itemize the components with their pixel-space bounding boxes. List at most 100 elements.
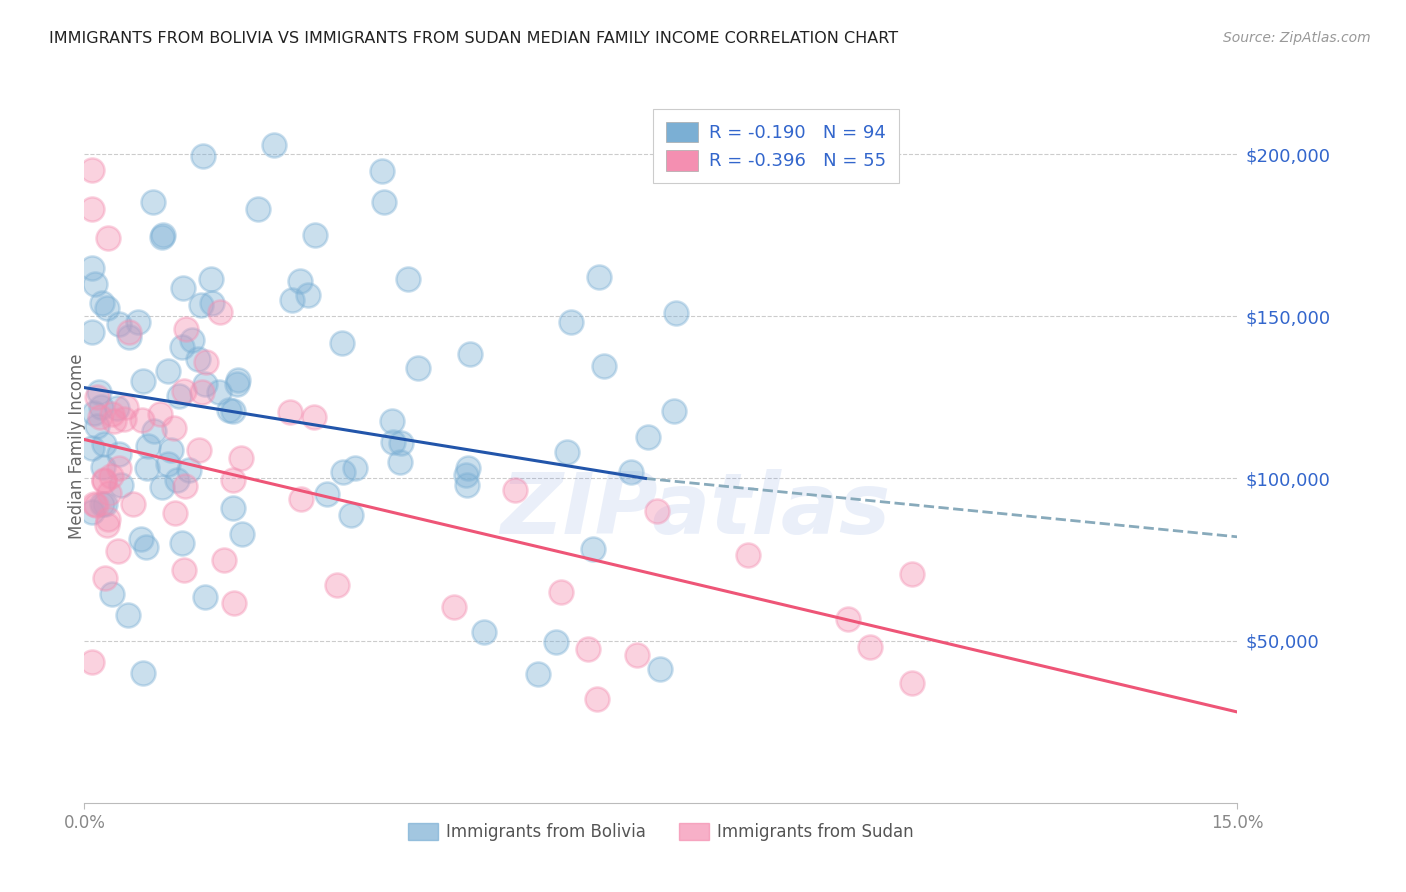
Point — [131, 665, 153, 680]
Point — [665, 306, 688, 320]
Point — [373, 194, 395, 209]
Point — [546, 634, 568, 648]
Point — [901, 675, 924, 690]
Point — [581, 542, 603, 557]
Point — [662, 404, 685, 418]
Point — [859, 640, 882, 655]
Point — [177, 463, 200, 477]
Point — [166, 473, 188, 487]
Point — [167, 389, 190, 403]
Point — [645, 503, 668, 517]
Point — [83, 277, 105, 292]
Text: ZIPatlas: ZIPatlas — [501, 468, 890, 552]
Point — [136, 438, 159, 452]
Point — [93, 473, 115, 487]
Point — [89, 384, 111, 399]
Point — [340, 508, 363, 523]
Point — [173, 563, 195, 577]
Point — [122, 497, 145, 511]
Point — [93, 474, 115, 488]
Point — [332, 466, 354, 480]
Point — [163, 506, 186, 520]
Point — [86, 390, 108, 404]
Point — [118, 325, 141, 339]
Point — [281, 293, 304, 307]
Point — [163, 420, 186, 434]
Point — [472, 625, 495, 640]
Text: IMMIGRANTS FROM BOLIVIA VS IMMIGRANTS FROM SUDAN MEDIAN FAMILY INCOME CORRELATIO: IMMIGRANTS FROM BOLIVIA VS IMMIGRANTS FR… — [49, 31, 898, 46]
Point — [460, 347, 482, 361]
Point — [221, 473, 243, 487]
Point — [195, 354, 218, 368]
Point — [456, 478, 478, 492]
Point — [80, 260, 103, 275]
Point — [201, 296, 224, 310]
Point — [304, 228, 326, 243]
Point — [90, 497, 112, 511]
Point — [396, 272, 419, 286]
Point — [212, 553, 235, 567]
Point — [224, 596, 246, 610]
Point — [381, 414, 404, 428]
Point — [174, 478, 197, 492]
Point — [231, 450, 253, 465]
Point — [408, 361, 430, 376]
Point — [115, 400, 138, 414]
Y-axis label: Median Family Income: Median Family Income — [69, 353, 86, 539]
Point — [290, 274, 312, 288]
Point — [557, 445, 579, 459]
Point — [456, 467, 478, 482]
Point — [80, 163, 103, 178]
Point — [371, 164, 394, 178]
Point — [108, 317, 131, 331]
Point — [626, 648, 648, 663]
Point — [160, 443, 183, 458]
Point — [193, 590, 215, 604]
Point — [118, 330, 141, 344]
Point — [80, 655, 103, 669]
Point — [91, 296, 114, 310]
Point — [131, 374, 153, 388]
Point — [648, 662, 671, 676]
Point — [83, 497, 105, 511]
Point — [173, 384, 195, 399]
Point — [96, 301, 118, 315]
Point — [457, 460, 479, 475]
Point — [94, 497, 117, 511]
Point — [737, 548, 759, 562]
Point — [304, 410, 326, 425]
Point — [188, 443, 211, 458]
Point — [316, 487, 339, 501]
Point — [97, 486, 120, 500]
Point — [278, 405, 301, 419]
Point — [443, 599, 465, 614]
Point — [96, 518, 118, 533]
Point — [231, 527, 253, 541]
Point — [330, 335, 353, 350]
Text: Source: ZipAtlas.com: Source: ZipAtlas.com — [1223, 31, 1371, 45]
Point — [837, 612, 859, 626]
Point — [84, 498, 107, 512]
Point — [150, 480, 173, 494]
Point — [135, 540, 157, 554]
Point — [156, 364, 179, 378]
Point — [117, 608, 139, 623]
Point — [100, 408, 122, 422]
Point — [86, 419, 108, 434]
Point — [108, 447, 131, 461]
Point — [180, 333, 202, 347]
Point — [91, 459, 114, 474]
Point — [174, 322, 197, 336]
Point — [209, 305, 232, 319]
Point — [170, 536, 193, 550]
Point — [96, 231, 118, 245]
Point — [135, 461, 157, 475]
Point — [297, 287, 319, 301]
Point — [290, 491, 312, 506]
Point — [592, 359, 614, 374]
Point — [208, 384, 231, 399]
Point — [105, 401, 128, 415]
Legend: Immigrants from Bolivia, Immigrants from Sudan: Immigrants from Bolivia, Immigrants from… — [401, 816, 921, 848]
Point — [263, 137, 285, 152]
Point — [343, 461, 366, 475]
